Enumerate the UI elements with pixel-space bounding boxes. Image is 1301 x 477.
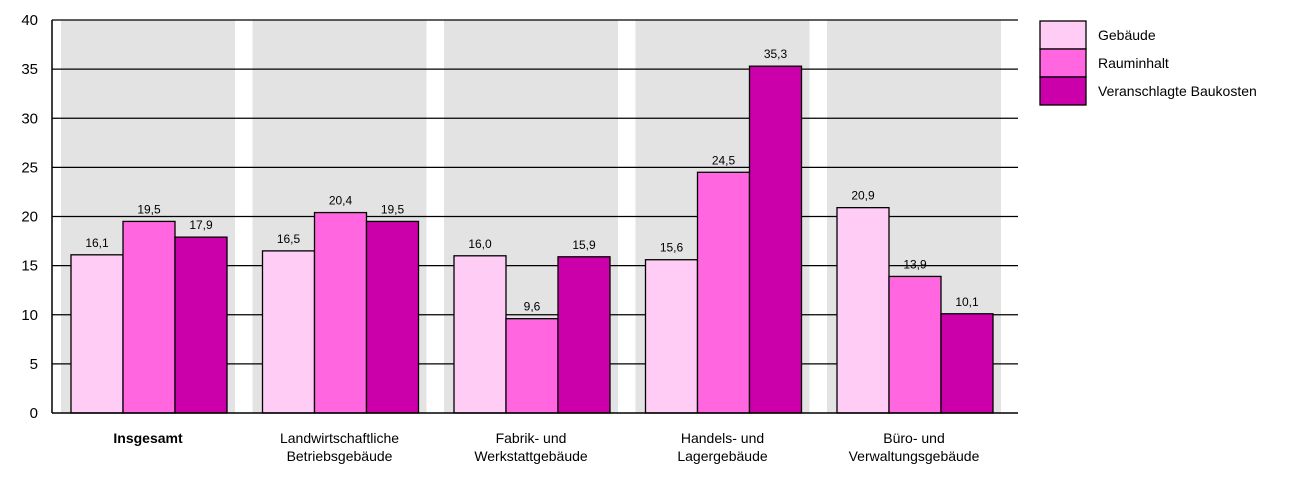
y-tick-label: 15	[21, 258, 38, 275]
category-label: Landwirtschaftliche	[280, 430, 399, 446]
category-label: Betriebsgebäude	[287, 448, 393, 464]
value-label: 13,9	[903, 257, 927, 271]
legend-swatch	[1039, 20, 1087, 50]
legend-label: Rauminhalt	[1098, 55, 1169, 71]
value-label: 17,9	[189, 218, 213, 232]
category-label: Werkstattgebäude	[474, 448, 588, 464]
value-label: 16,1	[85, 236, 109, 250]
category-label: Insgesamt	[113, 430, 183, 446]
y-tick-label: 40	[21, 12, 38, 29]
category-label: Büro- und	[883, 430, 944, 446]
bar	[836, 207, 890, 414]
value-labels: 16,1 19,5 17,9 16,5 20,4 19,5 16,0 9,6 15,9 15,6 2…	[85, 47, 979, 314]
legend-label: Gebäude	[1098, 27, 1156, 43]
category-label: Verwaltungsgebäude	[849, 448, 980, 464]
y-tick-labels: 0 5 10 15 20 25 30 35 40	[21, 12, 38, 422]
value-label: 19,5	[137, 202, 161, 216]
bar	[557, 256, 611, 414]
bar	[174, 236, 228, 414]
value-label: 20,4	[329, 194, 353, 208]
bars	[70, 65, 994, 414]
bar	[888, 275, 942, 414]
y-tick-label: 30	[21, 110, 38, 127]
y-tick-label: 5	[30, 356, 38, 373]
y-tick-label: 20	[21, 209, 38, 226]
category-label: Handels- und	[681, 430, 764, 446]
value-label: 16,0	[468, 237, 492, 251]
bar	[313, 211, 368, 414]
category-labels: Insgesamt Landwirtschaftliche Betriebsgebä…	[113, 430, 979, 464]
bar	[122, 220, 176, 414]
legend: Gebäude Rauminhalt Veranschlagte Baukosten	[1039, 20, 1257, 106]
bar	[748, 65, 803, 414]
y-tick-label: 25	[21, 159, 38, 176]
bar	[453, 255, 507, 414]
value-label: 20,9	[851, 189, 875, 203]
value-label: 35,3	[764, 47, 788, 61]
bar	[70, 254, 124, 414]
axes	[51, 20, 1018, 414]
value-label: 10,1	[955, 295, 979, 309]
value-label: 16,5	[277, 232, 301, 246]
bar	[644, 259, 699, 414]
y-tick-label: 35	[21, 61, 38, 78]
bar	[365, 220, 420, 414]
y-tick-label: 0	[30, 405, 38, 422]
legend-label: Veranschlagte Baukosten	[1098, 83, 1257, 99]
value-label: 9,6	[524, 300, 541, 314]
bar	[261, 250, 316, 414]
value-label: 19,5	[381, 202, 405, 216]
legend-swatch	[1039, 48, 1087, 78]
category-label: Lagergebäude	[677, 448, 768, 464]
legend-swatch	[1039, 76, 1087, 106]
value-label: 15,6	[660, 241, 684, 255]
bar	[940, 313, 994, 414]
bar	[505, 318, 559, 414]
value-label: 15,9	[572, 238, 596, 252]
y-tick-label: 10	[21, 307, 38, 324]
bar	[696, 171, 751, 414]
category-label: Fabrik- und	[496, 430, 567, 446]
value-label: 24,5	[712, 153, 736, 167]
